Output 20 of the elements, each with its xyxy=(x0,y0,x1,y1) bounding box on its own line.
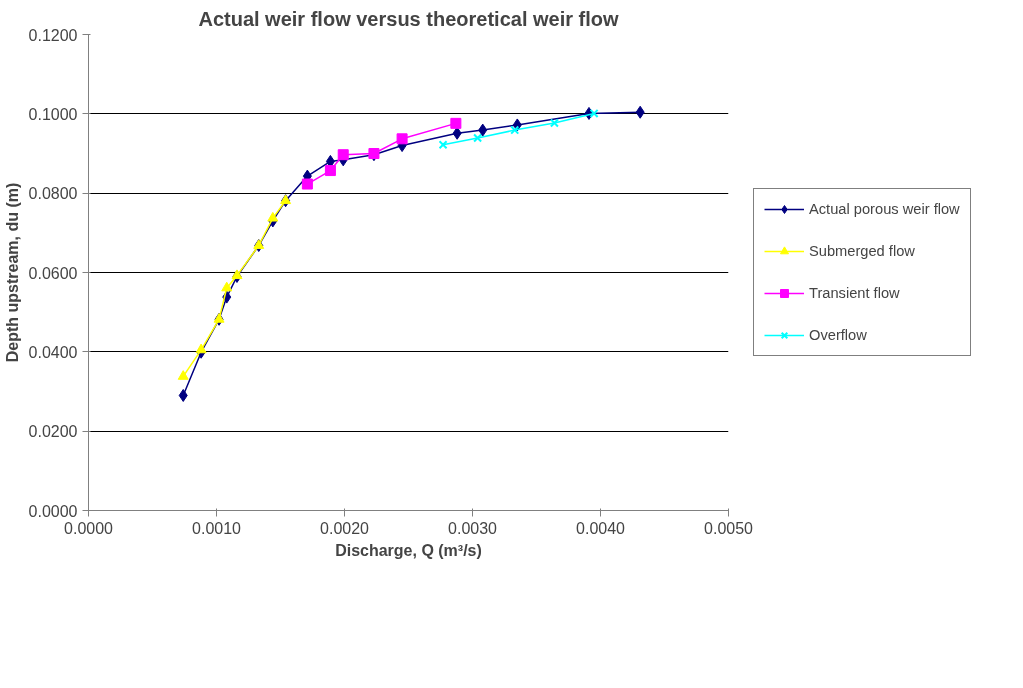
y-tick-label: 0.0600 xyxy=(28,264,78,282)
y-tick-label: 0.1000 xyxy=(28,105,78,123)
y-axis-title: Depth upstream, du (m) xyxy=(3,182,21,363)
x-tick-label: 0.0040 xyxy=(576,519,626,537)
y-tick-label: 0.0800 xyxy=(28,185,78,203)
legend-label: Transient flow xyxy=(809,285,900,301)
legend-label: Submerged flow xyxy=(809,243,915,259)
chart-title: Actual weir flow versus theoretical weir flow xyxy=(198,7,619,30)
x-tick-label: 0.0030 xyxy=(448,519,498,537)
x-tick-label: 0.0010 xyxy=(192,519,242,537)
y-tick-label: 0.0200 xyxy=(28,423,78,441)
x-tick-label: 0.0050 xyxy=(704,519,754,537)
x-axis-title: Discharge, Q (m³/s) xyxy=(335,541,482,559)
y-tick-label: 0.0400 xyxy=(28,343,78,361)
x-tick-label: 0.0000 xyxy=(64,519,114,537)
x-tick-label: 0.0020 xyxy=(320,519,370,537)
y-tick-label: 0.1200 xyxy=(28,26,78,44)
legend-label: Overflow xyxy=(809,327,867,343)
legend-label: Actual porous weir flow xyxy=(809,201,960,217)
y-tick-label: 0.0000 xyxy=(28,502,78,520)
